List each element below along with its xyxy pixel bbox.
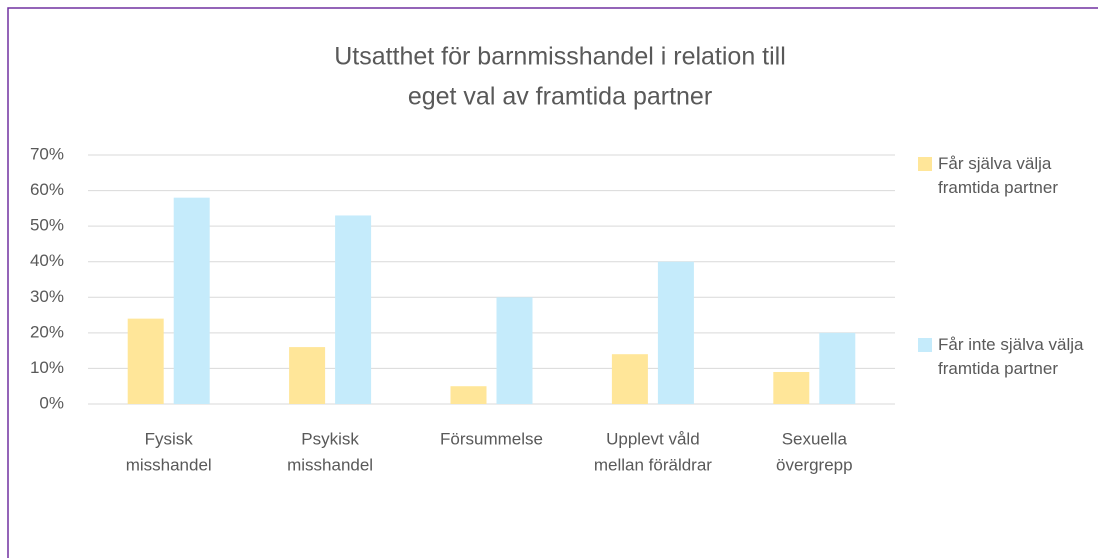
x-tick-label: övergrepp [776, 455, 853, 474]
x-tick-label: misshandel [126, 455, 212, 474]
legend-swatch [918, 157, 932, 171]
bar [657, 261, 694, 404]
x-tick-label: Upplevt våld [606, 429, 700, 448]
bar [173, 197, 210, 404]
chart-title: Utsatthet för barnmisshandel i relation … [334, 43, 786, 71]
y-tick-label: 60% [30, 180, 64, 199]
x-tick-label: Försummelse [440, 429, 543, 448]
bar [335, 215, 372, 404]
x-tick-label: mellan föräldrar [594, 455, 712, 474]
bar [496, 297, 533, 404]
bar [289, 347, 326, 404]
x-tick-label: Sexuella [782, 429, 848, 448]
bar [773, 371, 810, 404]
y-tick-label: 10% [30, 358, 64, 377]
x-tick-label: misshandel [287, 455, 373, 474]
bar [450, 386, 487, 404]
bar [611, 354, 648, 404]
bar [819, 332, 856, 404]
y-tick-label: 20% [30, 322, 64, 341]
y-tick-label: 0% [39, 393, 64, 412]
bar [127, 318, 164, 404]
y-tick-label: 70% [30, 144, 64, 163]
y-tick-label: 50% [30, 216, 64, 235]
legend-label: Får inte själva välja framtida partner [938, 335, 1084, 378]
x-tick-label: Fysisk [145, 429, 194, 448]
x-tick-label: Psykisk [301, 429, 359, 448]
legend-label: Får själva välja framtida partner [938, 154, 1058, 197]
y-tick-label: 30% [30, 287, 64, 306]
y-tick-label: 40% [30, 251, 64, 270]
legend-swatch [918, 338, 932, 352]
chart-title: eget val av framtida partner [408, 83, 712, 111]
